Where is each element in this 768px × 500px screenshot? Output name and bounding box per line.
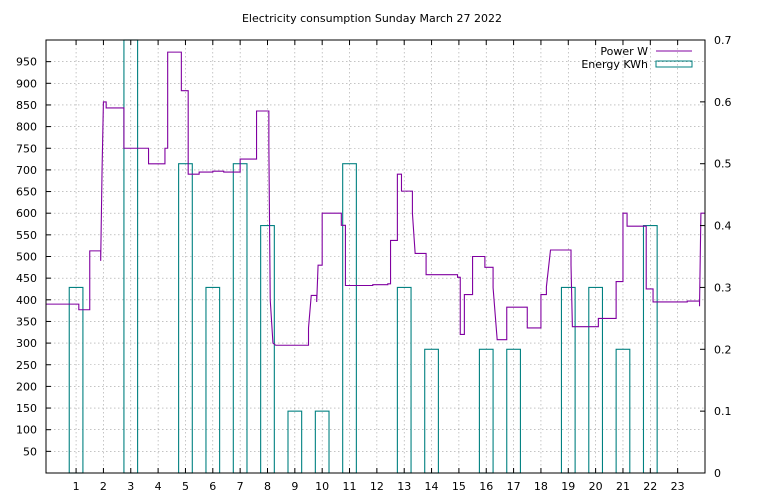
power-line xyxy=(46,51,705,346)
y-left-tick-label: 600 xyxy=(16,207,37,220)
energy-bar xyxy=(506,348,521,474)
x-tick-label: 14 xyxy=(425,480,439,493)
x-tick-label: 21 xyxy=(616,480,630,493)
legend-swatch-energy xyxy=(655,60,693,68)
x-tick-label: 19 xyxy=(561,480,575,493)
x-tick-label: 9 xyxy=(291,480,298,493)
y-left-tick-label: 150 xyxy=(16,402,37,415)
y-right-tick-label: 0.5 xyxy=(714,158,732,171)
x-tick-label: 12 xyxy=(370,480,384,493)
y-right-tick-label: 0.7 xyxy=(714,34,732,47)
y-left-tick-label: 50 xyxy=(23,445,37,458)
y-right-tick-label: 0.2 xyxy=(714,343,732,356)
y-left-tick-label: 750 xyxy=(16,142,37,155)
x-tick-label: 18 xyxy=(534,480,548,493)
x-tick-label: 20 xyxy=(589,480,603,493)
x-tick-label: 23 xyxy=(671,480,685,493)
energy-bar xyxy=(424,348,439,474)
y-right-tick-label: 0 xyxy=(714,467,721,480)
x-tick-label: 11 xyxy=(343,480,357,493)
x-tick-label: 1 xyxy=(73,480,80,493)
legend-label-energy: Energy KWh xyxy=(581,58,648,71)
energy-bar xyxy=(232,163,248,474)
y-left-tick-label: 350 xyxy=(16,315,37,328)
axis-ticks: 1 2 3 4 5 6 7 8 9 10 11 12 13 14 15 16 17 18 19 20 21 22 23501… xyxy=(16,34,732,493)
y-right-tick-label: 0.4 xyxy=(714,220,732,233)
y-left-tick-label: 800 xyxy=(16,121,37,134)
energy-bar xyxy=(615,348,631,474)
x-tick-label: 5 xyxy=(182,480,189,493)
y-right-tick-label: 0.3 xyxy=(714,281,732,294)
y-right-tick-label: 0.1 xyxy=(714,405,732,418)
energy-bar xyxy=(178,163,193,474)
x-tick-label: 17 xyxy=(507,480,521,493)
y-left-tick-label: 300 xyxy=(16,337,37,350)
y-left-tick-label: 450 xyxy=(16,272,37,285)
x-tick-label: 4 xyxy=(155,480,162,493)
y-left-tick-label: 900 xyxy=(16,77,37,90)
legend-label-power: Power W xyxy=(600,45,648,58)
y-left-tick-label: 700 xyxy=(16,164,37,177)
y-left-tick-label: 200 xyxy=(16,380,37,393)
y-left-tick-label: 500 xyxy=(16,251,37,264)
energy-bar xyxy=(478,348,494,474)
y-left-tick-label: 400 xyxy=(16,294,37,307)
chart-title: Electricity consumption Sunday March 27 … xyxy=(242,12,502,25)
x-tick-label: 22 xyxy=(643,480,657,493)
x-tick-label: 15 xyxy=(452,480,466,493)
y-right-tick-label: 0.6 xyxy=(714,96,732,109)
y-left-tick-label: 950 xyxy=(16,56,37,69)
x-tick-label: 2 xyxy=(100,480,107,493)
x-tick-label: 7 xyxy=(237,480,244,493)
y-left-tick-label: 100 xyxy=(16,424,37,437)
y-left-tick-label: 250 xyxy=(16,359,37,372)
legend: Power W Energy KWh xyxy=(581,45,693,71)
x-tick-label: 8 xyxy=(264,480,271,493)
y-left-tick-label: 650 xyxy=(16,186,37,199)
y-left-tick-label: 550 xyxy=(16,229,37,242)
x-tick-label: 10 xyxy=(315,480,329,493)
x-tick-label: 13 xyxy=(397,480,411,493)
x-tick-label: 3 xyxy=(127,480,134,493)
x-tick-label: 16 xyxy=(479,480,493,493)
x-tick-label: 6 xyxy=(209,480,216,493)
y-left-tick-label: 850 xyxy=(16,99,37,112)
grid xyxy=(46,40,705,473)
energy-bar xyxy=(342,163,357,474)
power-series-line xyxy=(46,51,705,346)
